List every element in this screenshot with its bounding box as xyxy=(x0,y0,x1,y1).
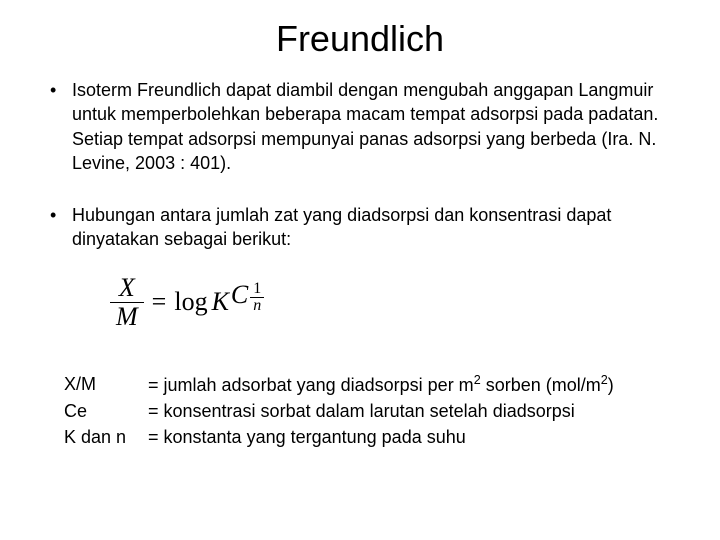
definition-value: = konsentrasi sorbat dalam larutan setel… xyxy=(148,398,684,424)
definition-symbol: X/M xyxy=(64,371,148,398)
definition-value: = konstanta yang tergantung pada suhu xyxy=(148,424,684,450)
equation-fraction-xm: X M xyxy=(110,274,144,331)
bullet-item: • Isoterm Freundlich dapat diambil denga… xyxy=(36,78,684,175)
definition-symbol: Ce xyxy=(64,398,148,424)
equation-K: K xyxy=(212,287,229,317)
definition-row: Ce = konsentrasi sorbat dalam larutan se… xyxy=(64,398,684,424)
bullet-marker: • xyxy=(50,203,72,252)
equation-log: log xyxy=(174,287,207,317)
equation-C-power: C 1 n xyxy=(231,280,264,324)
bullet-text: Hubungan antara jumlah zat yang diadsorp… xyxy=(72,203,684,252)
page-title: Freundlich xyxy=(36,18,684,60)
bullet-text: Isoterm Freundlich dapat diambil dengan … xyxy=(72,78,684,175)
definitions: X/M = jumlah adsorbat yang diadsorpsi pe… xyxy=(36,371,684,450)
equals-sign: = xyxy=(152,287,167,317)
bullet-marker: • xyxy=(50,78,72,175)
definition-symbol: K dan n xyxy=(64,424,148,450)
definition-row: X/M = jumlah adsorbat yang diadsorpsi pe… xyxy=(64,371,684,398)
definition-value: = jumlah adsorbat yang diadsorpsi per m2… xyxy=(148,371,684,398)
definition-row: K dan n = konstanta yang tergantung pada… xyxy=(64,424,684,450)
equation: X M = log K C 1 n xyxy=(36,274,684,331)
bullet-item: • Hubungan antara jumlah zat yang diadso… xyxy=(36,203,684,252)
